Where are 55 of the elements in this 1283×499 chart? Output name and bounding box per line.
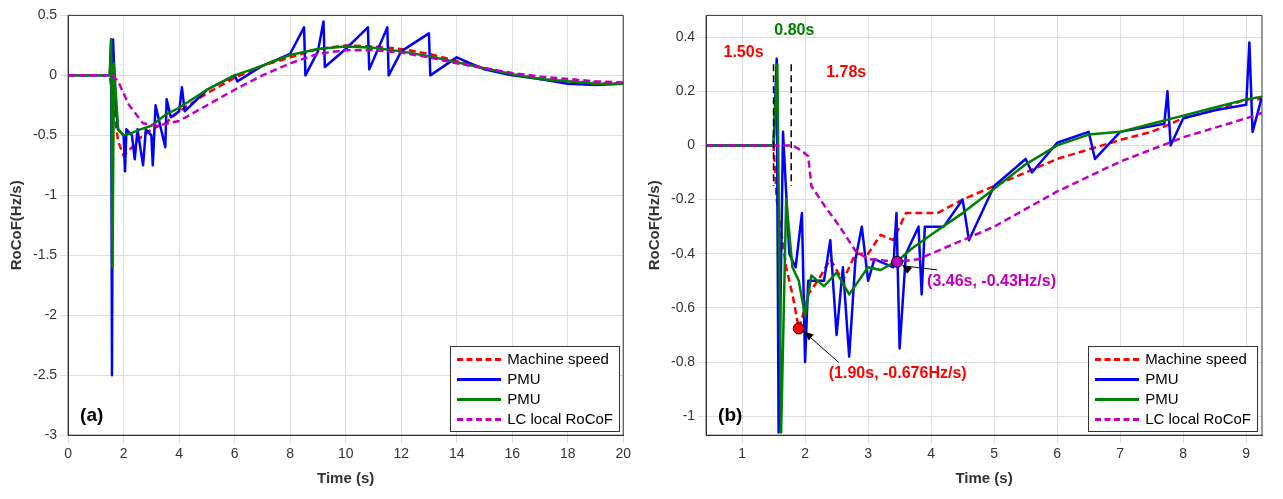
x-tick-label: 9 [1242,445,1251,462]
legend-label: Machine speed [507,349,609,369]
x-tick-label: 1 [738,445,747,462]
x-tick-label: 12 [393,445,410,462]
y-tick-label: -3 [44,426,58,443]
x-tick-label: 4 [927,445,936,462]
y-tick-label: 0 [687,136,696,153]
legend-label: LC local RoCoF [1145,409,1251,429]
annotation: (a) [80,404,104,426]
y-tick-label: -1.5 [33,246,58,263]
y-tick-label: 0.4 [675,27,696,44]
legend-label: Machine speed [1145,349,1247,369]
x-tick-label: 7 [1116,445,1125,462]
x-axis-title: Time (s) [955,469,1013,487]
y-axis-title: RoCoF(Hz/s) [645,180,663,271]
legend-label: PMU [507,369,541,389]
x-tick-label: 0 [64,445,73,462]
y-axis-title: RoCoF(Hz/s) [7,180,25,271]
y-tick-label: -0.8 [671,352,696,369]
x-tick-label: 5 [990,445,999,462]
x-tick-label: 18 [559,445,576,462]
x-axis-title: Time (s) [317,469,375,487]
y-tick-label: 0.5 [37,6,58,23]
y-tick-label: -0.2 [671,190,696,207]
y-tick-label: -1 [44,186,58,203]
annotation: 0.80s [774,21,815,39]
x-tick-label: 2 [801,445,810,462]
annotation: (3.46s, -0.43Hz/s) [927,271,1057,289]
x-tick-label: 20 [615,445,632,462]
y-tick-label: -0.6 [671,298,696,315]
y-tick-label: 0 [49,66,58,83]
ref-line-label: 1.78s [826,63,867,81]
x-tick-label: 6 [230,445,239,462]
legend-label: PMU [1145,389,1179,409]
x-tick-label: 6 [1053,445,1062,462]
x-tick-label: 16 [504,445,521,462]
x-tick-label: 8 [1179,445,1188,462]
legend-label: PMU [507,389,541,409]
x-tick-label: 3 [864,445,873,462]
annotation: (b) [718,404,743,426]
y-tick-label: -0.4 [671,244,696,261]
x-tick-label: 4 [175,445,184,462]
y-tick-label: -2 [44,306,58,323]
y-tick-label: -0.5 [33,126,58,143]
y-tick-label: -1 [682,407,696,424]
ref-line-label: 1.50s [723,43,764,61]
x-tick-label: 2 [119,445,128,462]
y-tick-label: 0.2 [675,82,696,99]
legend-label: PMU [1145,369,1179,389]
y-tick-label: -2.5 [33,366,58,383]
legend-label: LC local RoCoF [507,409,613,429]
annotation: (1.90s, -0.676Hz/s) [828,364,967,382]
x-tick-label: 8 [286,445,295,462]
x-tick-label: 10 [337,445,354,462]
x-tick-label: 14 [448,445,465,462]
